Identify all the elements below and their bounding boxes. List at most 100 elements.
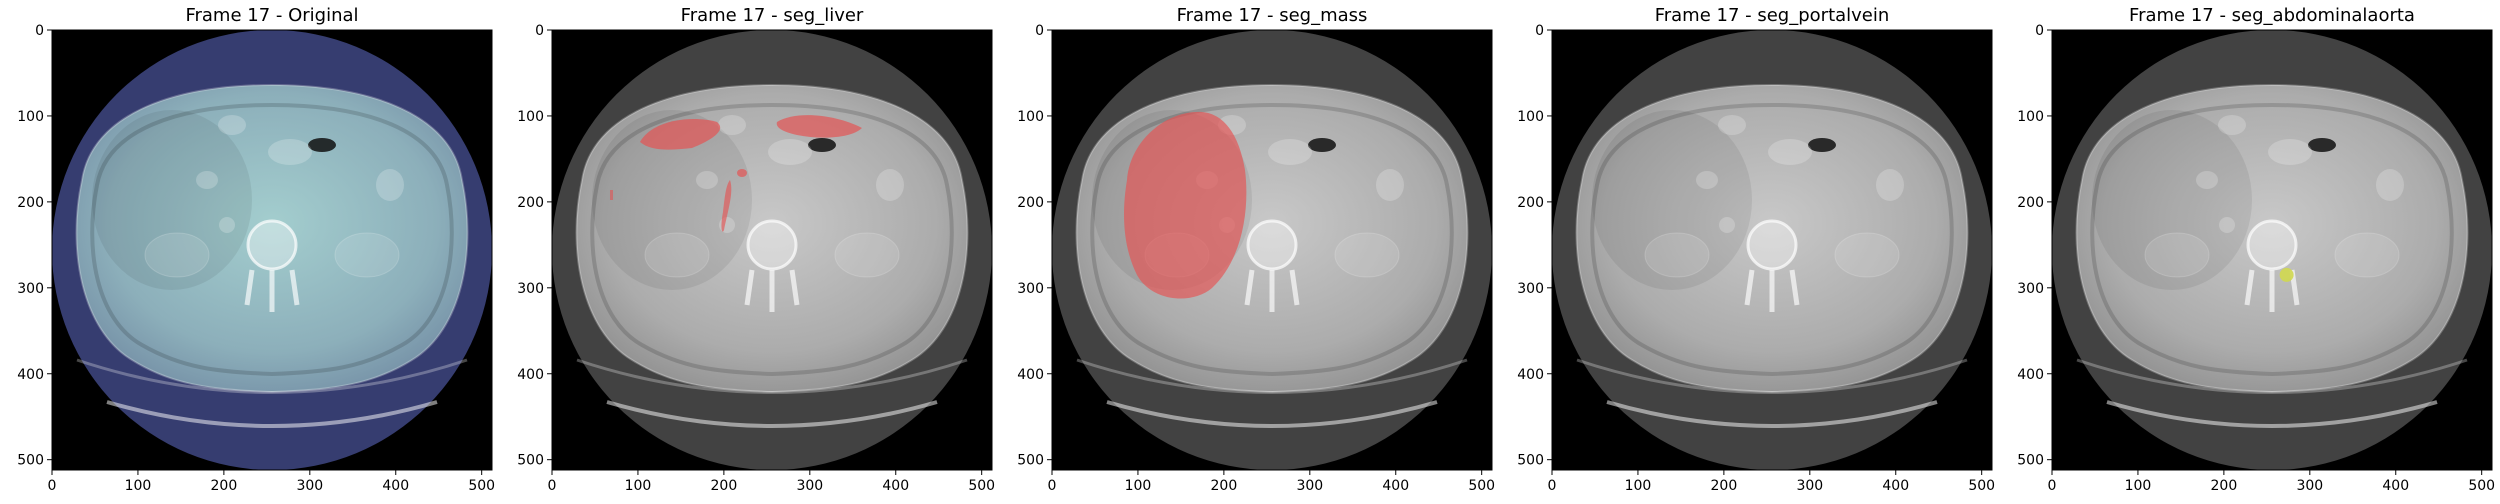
y-tick-label: 0 — [535, 23, 544, 39]
x-tick-label: 100 — [1125, 478, 1152, 494]
spinous-process — [744, 269, 800, 312]
axes-frame — [551, 29, 993, 471]
x-tick-label: 500 — [1968, 478, 1995, 494]
bright-structure — [2268, 139, 2312, 165]
right-kidney — [644, 232, 710, 278]
fat-ring — [90, 102, 454, 377]
y-tick-label: 200 — [1517, 195, 1544, 211]
y-tick-label: 400 — [517, 367, 544, 383]
x-tick-label: 500 — [1468, 478, 1495, 494]
right-kidney — [144, 232, 210, 278]
y-tick-label: 500 — [17, 453, 44, 469]
air-pocket — [2308, 138, 2336, 152]
vertebra — [1246, 219, 1298, 271]
y-tick-label: 100 — [2017, 109, 2044, 125]
y-tick-label: 500 — [517, 453, 544, 469]
scanner-table-base — [1606, 400, 1938, 428]
fat-ring — [1090, 102, 1454, 377]
x-tick-label: 0 — [1048, 478, 1057, 494]
y-tick-label: 0 — [2035, 23, 2044, 39]
y-tick-label: 0 — [1035, 23, 1044, 39]
x-tick-label: 200 — [711, 478, 738, 494]
bright-structure — [696, 171, 718, 189]
image-panel-5: Frame 17 - seg_abdominalaorta 0 100 200 300 4… — [2017, 5, 2495, 494]
bright-structure — [1696, 171, 1718, 189]
x-tick-label: 100 — [125, 478, 152, 494]
bright-structure — [1768, 139, 1812, 165]
mass-mask — [1124, 111, 1247, 299]
x-tick-label: 500 — [468, 478, 495, 494]
right-kidney — [1644, 232, 1710, 278]
x-tick-label: 0 — [48, 478, 57, 494]
bright-structure — [376, 169, 404, 201]
axes-frame — [1551, 29, 1993, 471]
y-tick-label: 500 — [2017, 453, 2044, 469]
x-tick-label: 400 — [2382, 478, 2409, 494]
scanner-table-base — [106, 400, 438, 428]
x-tick-label: 200 — [211, 478, 238, 494]
x-tick-label: 100 — [2125, 478, 2152, 494]
x-tick-label: 300 — [1296, 478, 1323, 494]
bright-structure — [2219, 217, 2235, 233]
x-tick-label: 400 — [1882, 478, 1909, 494]
x-tick-label: 300 — [796, 478, 823, 494]
y-tick-label: 400 — [2017, 367, 2044, 383]
axes-frame — [1051, 29, 1493, 471]
left-kidney — [1834, 232, 1900, 278]
y-tick-label: 100 — [17, 109, 44, 125]
y-tick-label: 100 — [1517, 109, 1544, 125]
x-tick-label: 400 — [1382, 478, 1409, 494]
x-tick-label: 400 — [882, 478, 909, 494]
image-panel-4: Frame 17 - seg_portalvein 0 100 200 300 400 50… — [1517, 5, 1995, 494]
axes-frame — [51, 29, 493, 471]
right-kidney — [2144, 232, 2210, 278]
fat-ring — [2090, 102, 2454, 377]
bright-structure — [718, 115, 746, 135]
panel-title: Frame 17 - Original — [185, 5, 358, 26]
bright-structure — [1376, 169, 1404, 201]
x-tick-label: 0 — [1548, 478, 1557, 494]
body-outline — [2075, 83, 2469, 394]
y-tick-label: 200 — [517, 195, 544, 211]
panel-title: Frame 17 - seg_liver — [681, 5, 864, 26]
y-tick-label: 400 — [1517, 367, 1544, 383]
scanner-table — [576, 358, 968, 394]
x-tick-label: 200 — [1711, 478, 1738, 494]
liver-mask — [640, 119, 721, 150]
liver-mask-left-lobe — [776, 115, 862, 138]
x-tick-label: 100 — [1625, 478, 1652, 494]
bright-structure — [2218, 115, 2246, 135]
panel-title: Frame 17 - seg_mass — [1177, 5, 1368, 26]
left-kidney — [2334, 232, 2400, 278]
bright-structure — [768, 139, 812, 165]
y-tick-label: 100 — [1017, 109, 1044, 125]
axes-frame — [2051, 29, 2493, 471]
spinous-process — [244, 269, 300, 312]
y-tick-label: 200 — [2017, 195, 2044, 211]
x-tick-label: 0 — [2048, 478, 2057, 494]
x-tick-label: 300 — [296, 478, 323, 494]
y-tick-label: 300 — [1517, 281, 1544, 297]
spinous-process — [1244, 269, 1300, 312]
x-tick-label: 100 — [625, 478, 652, 494]
fat-ring — [590, 102, 954, 377]
y-tick-label: 100 — [517, 109, 544, 125]
scanner-table-base — [1106, 400, 1438, 428]
vertebra — [1746, 219, 1798, 271]
panel-title: Frame 17 - seg_abdominalaorta — [2129, 5, 2415, 26]
bright-structure — [1876, 169, 1904, 201]
y-tick-label: 200 — [17, 195, 44, 211]
liver-region — [1592, 110, 1752, 290]
y-tick-label: 300 — [517, 281, 544, 297]
x-tick-label: 200 — [2211, 478, 2238, 494]
y-tick-label: 0 — [1535, 23, 1544, 39]
y-tick-label: 500 — [1017, 453, 1044, 469]
scanner-table-base — [606, 400, 938, 428]
scanner-table — [76, 358, 468, 394]
left-kidney — [1334, 232, 1400, 278]
vertebra — [2246, 219, 2298, 271]
scanner-table — [1576, 358, 1968, 394]
